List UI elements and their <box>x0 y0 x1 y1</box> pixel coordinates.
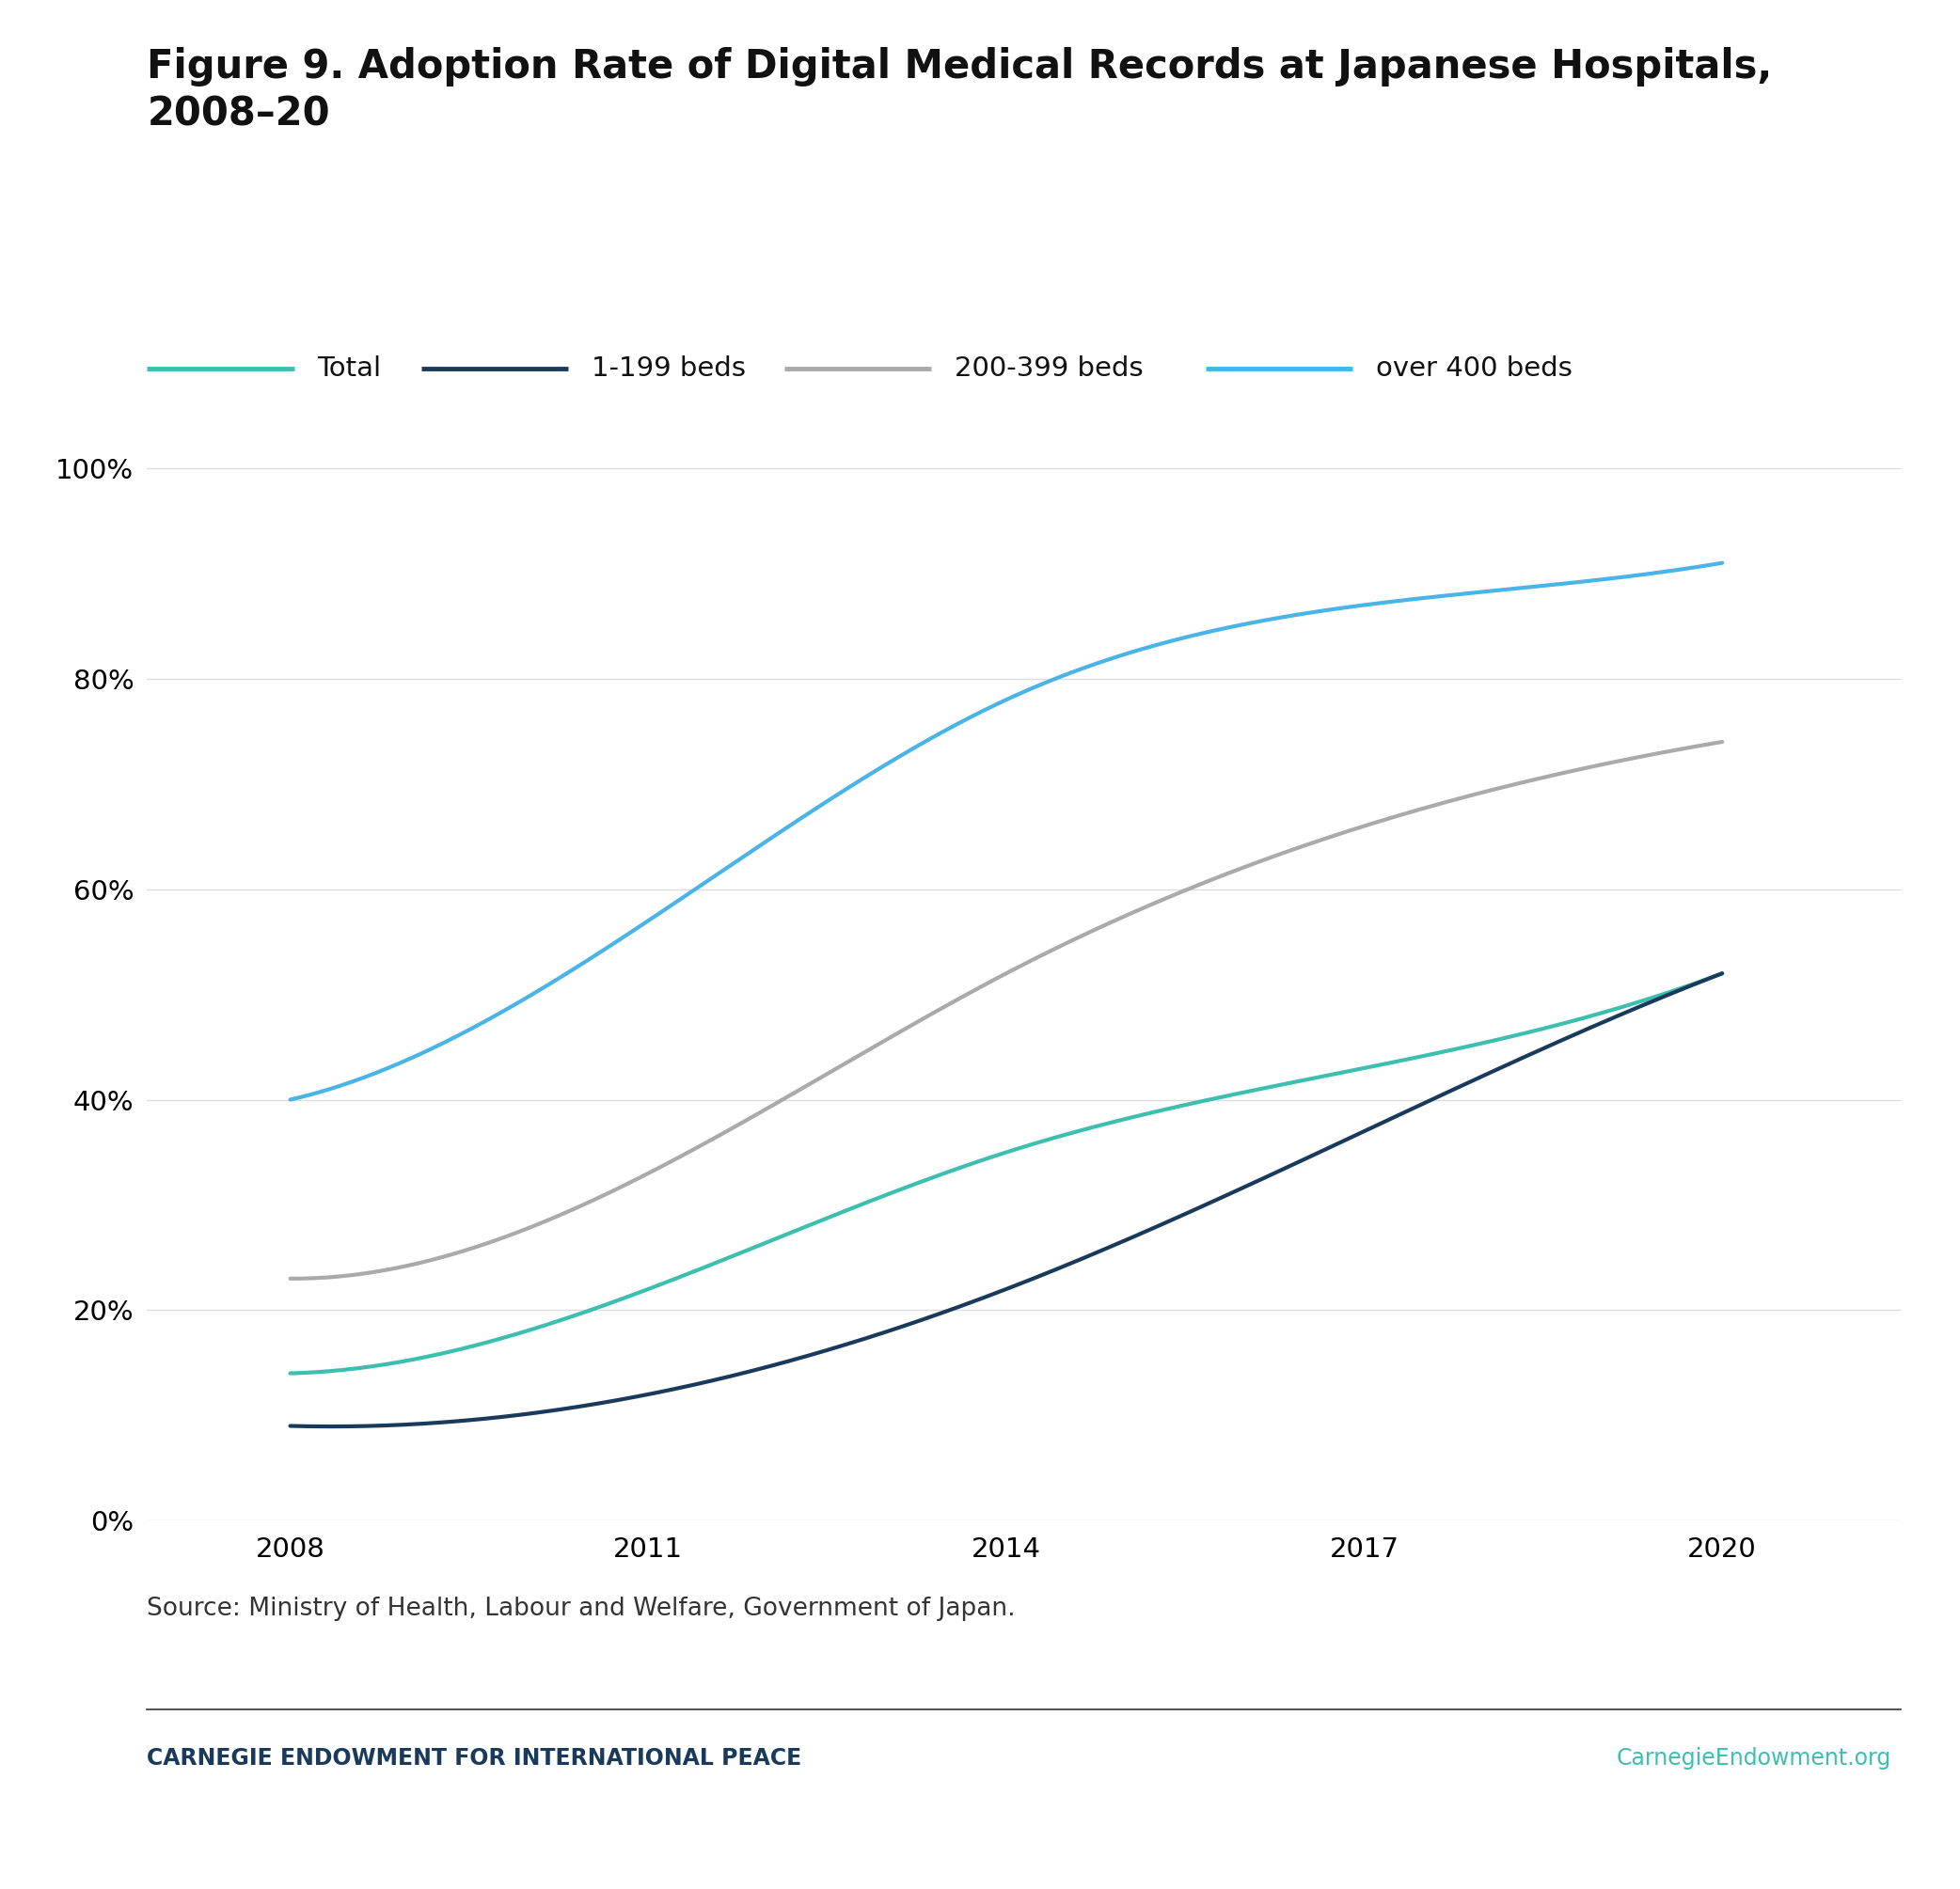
Text: 200-399 beds: 200-399 beds <box>955 355 1143 382</box>
Text: CARNEGIE ENDOWMENT FOR INTERNATIONAL PEACE: CARNEGIE ENDOWMENT FOR INTERNATIONAL PEA… <box>147 1747 802 1770</box>
Text: 1-199 beds: 1-199 beds <box>592 355 747 382</box>
Text: Total: Total <box>318 355 382 382</box>
Text: Figure 9. Adoption Rate of Digital Medical Records at Japanese Hospitals,
2008–2: Figure 9. Adoption Rate of Digital Medic… <box>147 47 1772 134</box>
Text: over 400 beds: over 400 beds <box>1376 355 1572 382</box>
Text: Source: Ministry of Health, Labour and Welfare, Government of Japan.: Source: Ministry of Health, Labour and W… <box>147 1596 1015 1621</box>
Text: CarnegieEndowment.org: CarnegieEndowment.org <box>1617 1747 1891 1770</box>
